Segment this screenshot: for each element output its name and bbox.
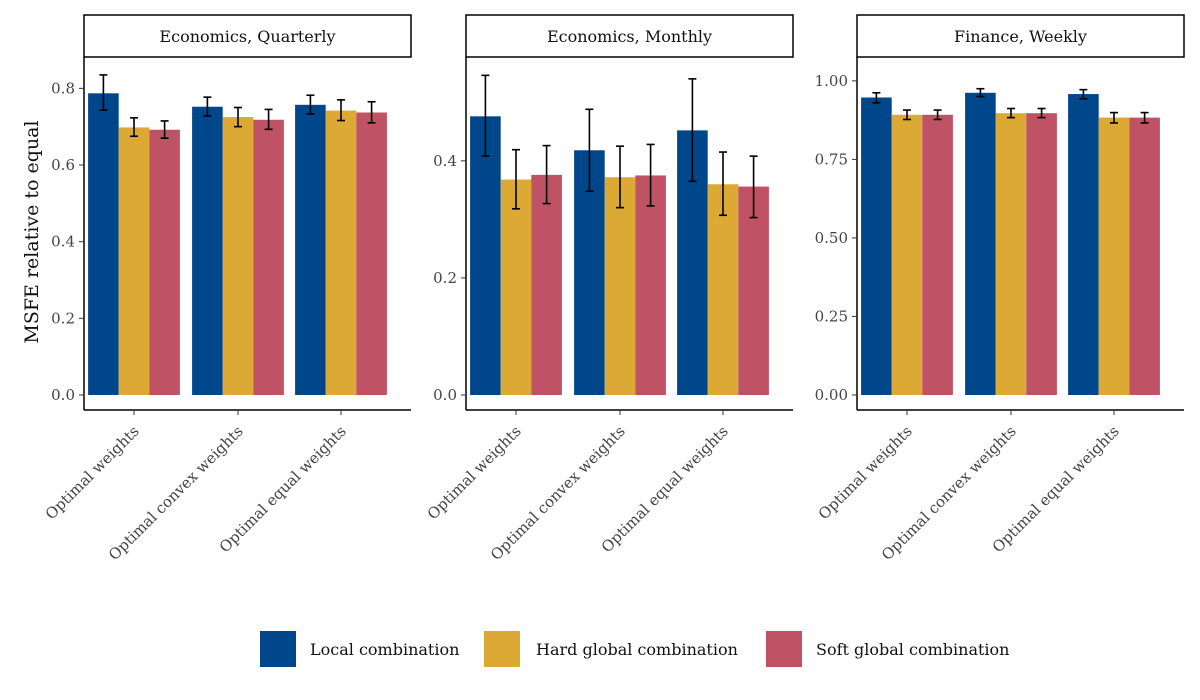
legend-swatch — [484, 631, 520, 667]
legend: Local combination Hard global combination… — [260, 631, 1009, 667]
y-tick-label: 0.2 — [433, 269, 457, 287]
facet-strip — [856, 14, 1185, 58]
x-tick-label: Optimal weights — [42, 422, 143, 523]
bar — [1129, 117, 1160, 396]
y-tick-label: 0.50 — [815, 229, 848, 247]
bar — [325, 110, 357, 396]
facet-panel: Finance, Weekly 0.00 0.25 0.50 0.75 1.00 Optim… — [815, 14, 1185, 564]
facet-panel: Economics, Quarterly 0.0 0.2 0.4 0.6 0.8 Optim… — [42, 14, 412, 564]
x-tick-label: Optimal weights — [424, 422, 525, 523]
bar — [295, 104, 326, 396]
x-tick-label: Optimal weights — [815, 422, 916, 523]
bar — [88, 93, 119, 396]
y-tick-label: 0.2 — [51, 309, 75, 327]
bar — [1026, 113, 1057, 396]
y-tick-label: 1.00 — [815, 72, 848, 90]
bar — [635, 175, 666, 395]
legend-label: Hard global combination — [536, 640, 738, 659]
bar — [253, 119, 284, 396]
bar — [1098, 117, 1130, 396]
bar — [995, 113, 1027, 396]
y-tick-label: 0.00 — [815, 386, 848, 404]
bar — [738, 186, 769, 395]
bar — [891, 114, 923, 395]
y-tick-label: 0.4 — [51, 233, 75, 251]
facet-strip — [465, 14, 794, 58]
y-axis-label: MSFE relative to equal — [21, 120, 43, 343]
facet-title: Finance, Weekly — [954, 27, 1087, 46]
facet-panel: Economics, Monthly 0.0 0.2 0.4 Optimal weigh… — [424, 14, 794, 564]
bar — [356, 112, 387, 395]
facet-title: Economics, Monthly — [547, 27, 712, 46]
bar — [118, 127, 150, 395]
legend-label: Local combination — [310, 640, 459, 659]
legend-label: Soft global combination — [816, 640, 1009, 659]
bar — [707, 184, 739, 395]
y-tick-label: 0.0 — [433, 386, 457, 404]
y-tick-label: 0.6 — [51, 156, 75, 174]
bar — [192, 106, 223, 395]
bar — [222, 117, 254, 395]
bar — [604, 177, 636, 395]
y-tick-label: 0.75 — [815, 150, 848, 168]
bar — [470, 116, 501, 395]
facet-title: Economics, Quarterly — [159, 27, 335, 46]
bar — [861, 97, 892, 395]
y-tick-label: 0.4 — [433, 152, 457, 170]
bar — [531, 174, 562, 395]
legend-swatch — [766, 631, 802, 667]
bar — [922, 114, 953, 395]
legend-swatch — [260, 631, 296, 667]
bar — [149, 129, 180, 395]
bar — [1068, 94, 1099, 396]
y-tick-label: 0.0 — [51, 386, 75, 404]
bar — [965, 92, 996, 395]
y-tick-label: 0.25 — [815, 307, 848, 325]
bar — [500, 179, 532, 395]
facet-strip — [83, 14, 412, 58]
y-tick-label: 0.8 — [51, 79, 75, 97]
